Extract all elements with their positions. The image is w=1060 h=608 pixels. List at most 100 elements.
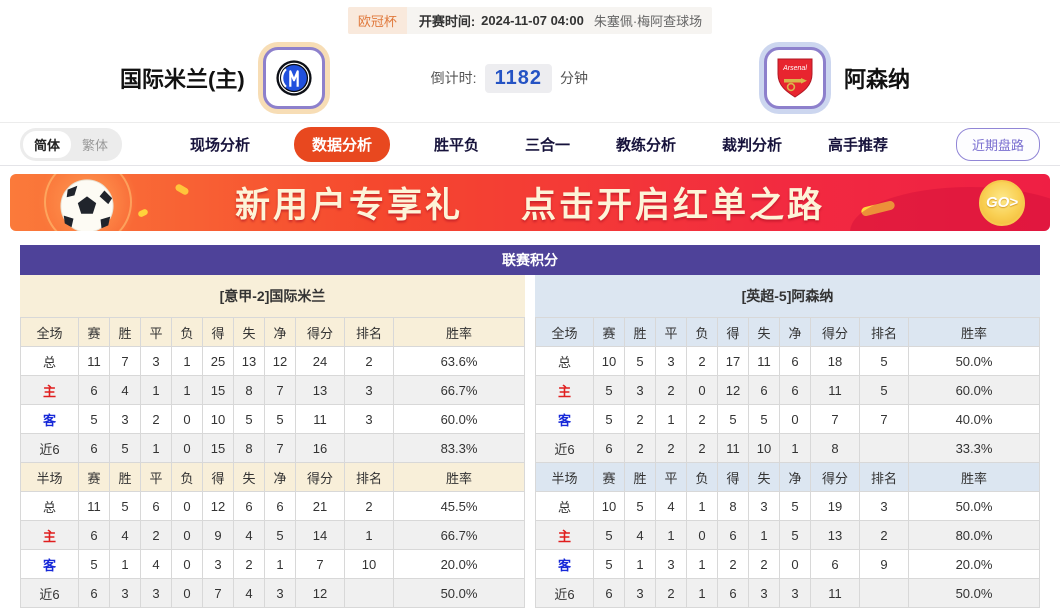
column-header: 失 [233, 462, 265, 492]
table-cell: 6 [78, 578, 110, 608]
venue: 朱塞佩·梅阿查球场 [593, 14, 703, 29]
column-header: 失 [748, 317, 780, 347]
tab-4[interactable]: 教练分析 [614, 128, 678, 161]
column-header: 得 [202, 317, 234, 347]
table-row: 总 10 5 3 2 17 11 6 18 5 50.0% [535, 346, 1040, 376]
tab-3[interactable]: 三合一 [523, 128, 572, 161]
recent-odds-button[interactable]: 近期盘路 [955, 127, 1040, 161]
language-toggle[interactable]: 简体 繁体 [20, 127, 123, 161]
table-cell: 50.0% [908, 346, 1040, 376]
table-cell: 3 [344, 375, 394, 405]
row-label: 近6 [535, 578, 594, 608]
tab-6[interactable]: 高手推荐 [826, 128, 890, 161]
table-cell: 3 [109, 578, 141, 608]
full-match-header-row: 全场赛胜平负得失净得分 排名 胜率 [535, 317, 1040, 347]
table-cell: 3 [748, 578, 780, 608]
table-cell: 5 [593, 549, 625, 579]
away-team-name: 阿森纳 [843, 67, 910, 92]
row-label: 总 [20, 346, 79, 376]
table-cell: 3 [140, 346, 172, 376]
row-label: 近6 [20, 433, 79, 463]
column-header: 赛 [78, 462, 110, 492]
table-cell: 5 [233, 404, 265, 434]
row-label: 客 [535, 404, 594, 434]
table-cell: 2 [859, 520, 909, 550]
table-cell: 19 [810, 491, 860, 521]
table-cell: 4 [233, 520, 265, 550]
go-button-label: GO> [985, 194, 1019, 211]
half-match-header-row: 半场赛胜平负得失净得分 排名 胜率 [20, 462, 525, 492]
table-cell: 11 [78, 346, 110, 376]
table-cell: 63.6% [393, 346, 525, 376]
table-row: 近6 6 3 2 1 6 3 3 11 50.0% [535, 578, 1040, 608]
table-cell: 7 [859, 404, 909, 434]
countdown-unit: 分钟 [559, 70, 588, 86]
table-cell: 4 [109, 520, 141, 550]
table-row: 主 6 4 1 1 15 8 7 13 3 66.7% [20, 375, 525, 405]
table-cell: 0 [779, 549, 811, 579]
tab-0[interactable]: 现场分析 [188, 128, 252, 161]
away-standings-table: 全场赛胜平负得失净得分 排名 胜率 总 10 5 3 2 17 11 6 18 5 50.0% 主 5 3 2 0… [535, 317, 1040, 608]
go-button[interactable]: GO> [979, 179, 1025, 226]
table-row: 近6 6 2 2 2 11 10 1 8 33.3% [535, 433, 1040, 463]
table-cell: 7 [264, 375, 296, 405]
league-standings-section: 联赛积分 [意甲-2]国际米兰 全场赛胜平负得失净得分 排名 胜率 总 11 7 3 1 25… [20, 245, 1040, 608]
table-cell: 6 [264, 491, 296, 521]
row-label: 总 [20, 491, 79, 521]
table-cell: 50.0% [908, 491, 1040, 521]
table-cell: 18 [810, 346, 860, 376]
table-cell: 40.0% [908, 404, 1040, 434]
table-cell: 1 [171, 346, 203, 376]
column-header: 胜 [109, 462, 141, 492]
table-cell: 0 [171, 433, 203, 463]
table-cell: 6 [140, 491, 172, 521]
column-header: 排名 [859, 317, 909, 347]
banner-headline-right: 点击开启红单之路 [521, 186, 826, 225]
lang-traditional[interactable]: 繁体 [82, 137, 109, 153]
table-cell: 60.0% [908, 375, 1040, 405]
column-header: 净 [264, 462, 296, 492]
table-cell: 1 [655, 404, 687, 434]
table-row: 总 11 7 3 1 25 13 12 24 2 63.6% [20, 346, 525, 376]
table-row: 总 11 5 6 0 12 6 6 21 2 45.5% [20, 491, 525, 521]
lang-simplified[interactable]: 简体 [23, 130, 72, 158]
table-cell: 7 [295, 549, 345, 579]
table-row: 客 5 2 1 2 5 5 0 7 7 40.0% [535, 404, 1040, 434]
match-info-strip: 欧冠杯 开赛时间: 2024-11-07 04:00 朱塞佩·梅阿查球场 [0, 0, 1060, 34]
table-cell: 0 [171, 404, 203, 434]
column-header: 净 [779, 317, 811, 347]
table-cell: 3 [624, 375, 656, 405]
table-row: 客 5 3 2 0 10 5 5 11 3 60.0% [20, 404, 525, 434]
table-row: 近6 6 5 1 0 15 8 7 16 83.3% [20, 433, 525, 463]
column-header: 胜 [109, 317, 141, 347]
table-cell: 2 [686, 346, 718, 376]
table-cell: 6 [593, 433, 625, 463]
column-header: 平 [655, 462, 687, 492]
tab-2[interactable]: 胜平负 [432, 128, 481, 161]
table-cell: 0 [171, 578, 203, 608]
table-cell: 2 [140, 520, 172, 550]
promo-banner[interactable]: 新用户专享礼 点击开启红单之路 GO> [10, 174, 1050, 231]
table-cell: 1 [171, 375, 203, 405]
row-label: 客 [20, 549, 79, 579]
table-cell: 6 [78, 375, 110, 405]
countdown: 倒计时: 1182 分钟 [431, 63, 588, 93]
tab-1[interactable]: 数据分析 [293, 126, 390, 162]
table-cell: 1 [140, 433, 172, 463]
column-header: 平 [140, 317, 172, 347]
column-header: 得分 [295, 462, 345, 492]
table-cell: 21 [295, 491, 345, 521]
table-cell: 2 [686, 404, 718, 434]
table-cell: 2 [655, 375, 687, 405]
table-row: 总 10 5 4 1 8 3 5 19 3 50.0% [535, 491, 1040, 521]
table-cell: 5 [593, 375, 625, 405]
table-cell: 11 [810, 578, 860, 608]
table-cell: 3 [109, 404, 141, 434]
inter-milan-crest-icon [276, 60, 312, 96]
tab-5[interactable]: 裁判分析 [720, 128, 784, 161]
home-standings-panel: [意甲-2]国际米兰 全场赛胜平负得失净得分 排名 胜率 总 11 7 3 1 25 13 12 2… [20, 275, 525, 608]
table-cell: 12 [202, 491, 234, 521]
table-row: 主 5 4 1 0 6 1 5 13 2 80.0% [535, 520, 1040, 550]
table-cell: 8 [717, 491, 749, 521]
column-header: 净 [779, 462, 811, 492]
